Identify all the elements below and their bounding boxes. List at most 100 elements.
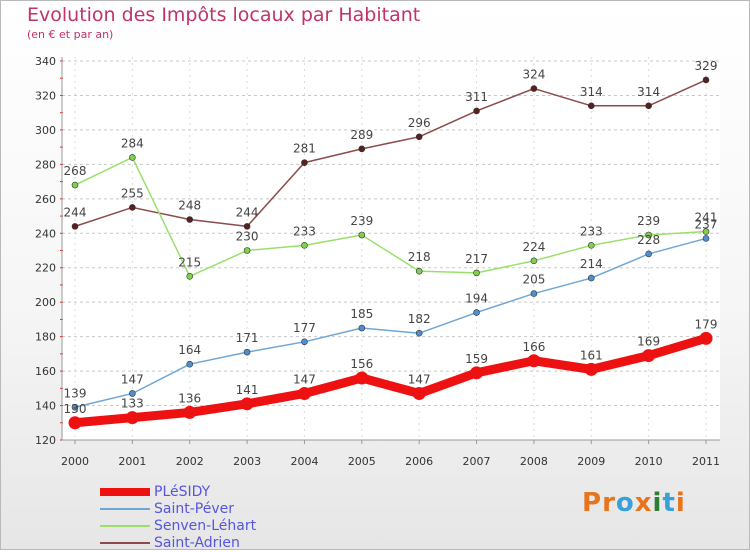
x-tick-label: 2001: [118, 455, 146, 468]
legend-swatch: [100, 488, 150, 496]
data-label: 239: [350, 214, 373, 228]
data-label: 133: [121, 397, 144, 411]
data-point: [473, 107, 480, 115]
data-point: [358, 324, 366, 332]
series-line-Saint-Péver: [74, 237, 707, 409]
data-label: 239: [637, 214, 660, 228]
y-tick-label: 340: [35, 55, 56, 68]
legend-label: Saint-Adrien: [154, 535, 240, 551]
data-point: [587, 102, 595, 110]
x-tick-label: 2004: [290, 455, 318, 468]
data-point: [645, 250, 652, 258]
data-point: [642, 349, 656, 363]
data-label: 177: [293, 321, 316, 335]
legend-label: Saint-Péver: [154, 501, 234, 517]
y-tick-label: 140: [35, 400, 56, 413]
data-label: 182: [408, 312, 431, 326]
data-label: 241: [695, 211, 718, 225]
data-point: [301, 159, 308, 166]
y-tick-label: 180: [35, 331, 56, 344]
data-label: 268: [64, 164, 87, 178]
y-tick-label: 160: [35, 365, 56, 378]
data-label: 166: [522, 340, 545, 354]
data-label: 311: [465, 90, 488, 104]
data-point: [183, 405, 197, 419]
data-point: [699, 331, 713, 345]
data-label: 185: [350, 307, 373, 321]
data-label: 159: [465, 352, 488, 366]
data-label: 169: [637, 335, 660, 349]
data-point: [71, 223, 79, 230]
data-point: [530, 85, 538, 92]
data-point: [186, 273, 194, 280]
data-label: 164: [178, 343, 201, 357]
data-point: [358, 231, 366, 239]
data-point: [645, 102, 652, 110]
x-tick-label: 2003: [233, 455, 261, 468]
data-point: [240, 397, 254, 411]
data-point: [301, 242, 308, 249]
proxiti-logo: Proxiti: [582, 488, 686, 518]
data-label: 218: [408, 250, 431, 264]
x-tick-label: 2002: [176, 455, 204, 468]
data-point: [129, 204, 136, 211]
data-label: 233: [293, 224, 316, 238]
y-tick-label: 280: [35, 158, 56, 171]
y-tick-label: 300: [35, 124, 56, 137]
data-label: 230: [236, 230, 259, 244]
data-point: [530, 290, 538, 297]
data-label: 147: [293, 372, 316, 386]
data-point: [125, 411, 139, 425]
legend-label: PLéSIDY: [154, 484, 211, 500]
x-tick-label: 2011: [692, 455, 720, 468]
data-label: 147: [121, 372, 144, 386]
legend-swatch: [100, 542, 150, 544]
data-point: [71, 181, 79, 189]
data-label: 228: [637, 233, 660, 247]
series-line-PLéSIDY: [70, 333, 711, 428]
data-label: 289: [350, 128, 373, 142]
x-tick-label: 2009: [577, 455, 605, 468]
chart-title: Evolution des Impôts locaux par Habitant: [27, 4, 421, 26]
data-label: 214: [580, 257, 603, 271]
data-point: [584, 362, 598, 376]
data-label: 248: [178, 198, 201, 212]
data-point: [645, 231, 652, 239]
data-point: [415, 267, 423, 275]
data-label: 255: [121, 186, 144, 200]
data-point: [702, 228, 710, 235]
data-point: [415, 133, 423, 141]
y-tick-label: 240: [35, 227, 56, 240]
data-point: [129, 390, 136, 397]
data-label: 136: [178, 391, 201, 405]
data-label: 233: [580, 224, 603, 238]
y-tick-label: 200: [35, 296, 56, 309]
data-point: [297, 386, 311, 400]
y-tick-label: 220: [35, 262, 56, 275]
series-line-Saint-Adrien: [74, 79, 707, 228]
data-label: 141: [236, 383, 259, 397]
data-label: 161: [580, 348, 603, 362]
data-point: [530, 257, 538, 265]
x-tick-label: 2008: [520, 455, 548, 468]
data-point: [186, 360, 194, 368]
data-label: 156: [350, 357, 373, 371]
data-point: [473, 309, 480, 316]
data-label: 171: [236, 331, 259, 345]
data-point: [243, 247, 251, 254]
data-label: 244: [236, 205, 259, 219]
data-point: [243, 348, 251, 356]
data-point: [473, 269, 480, 277]
data-label: 215: [178, 255, 201, 269]
data-point: [587, 274, 595, 282]
plot-area: [62, 57, 720, 440]
data-label: 281: [293, 142, 316, 156]
data-point: [527, 354, 541, 368]
data-point: [129, 154, 136, 161]
x-tick-label: 2010: [635, 455, 663, 468]
data-label: 217: [465, 252, 488, 266]
y-tick-label: 120: [35, 434, 56, 447]
data-point: [68, 416, 82, 430]
data-point: [358, 145, 366, 153]
